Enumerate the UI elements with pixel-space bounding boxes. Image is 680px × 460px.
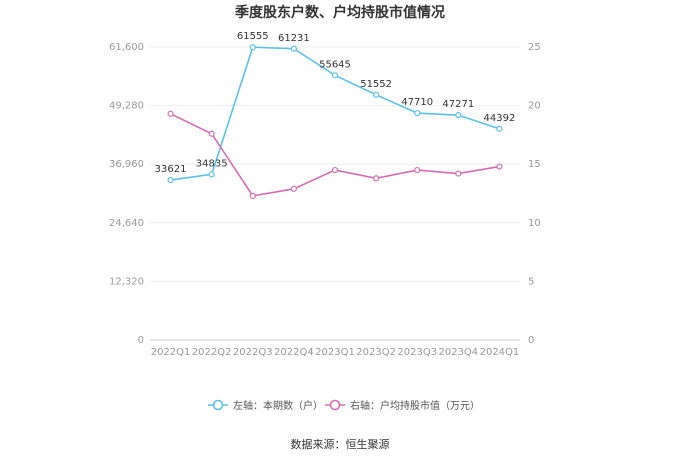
right-tick-label: 20 xyxy=(528,101,541,112)
data-label: 47710 xyxy=(401,97,433,108)
data-point xyxy=(331,166,339,174)
left-tick-label: 24,640 xyxy=(109,218,144,229)
data-point xyxy=(167,110,174,117)
data-label: 34835 xyxy=(196,158,228,169)
source-note: 数据来源：恒生聚源 xyxy=(290,438,390,451)
data-point xyxy=(290,45,297,52)
data-point xyxy=(290,185,297,192)
data-label: 47271 xyxy=(442,99,474,110)
data-point xyxy=(249,44,256,51)
right-tick-label: 0 xyxy=(528,335,534,346)
x-tick-label: 2024Q1 xyxy=(480,347,520,358)
left-tick-label: 49,280 xyxy=(109,101,144,112)
series-layer: 33621 34835 61555 61231 55645 51552 47710 47271… xyxy=(155,31,516,199)
chart-title: 季度股东户数、户均持股市值情况 xyxy=(235,5,445,21)
x-tick-label: 2022Q4 xyxy=(274,347,314,358)
x-tick-label: 2023Q1 xyxy=(315,347,355,358)
data-label: 51552 xyxy=(360,79,392,90)
x-tick-label: 2022Q1 xyxy=(151,347,191,358)
data-point xyxy=(167,176,174,184)
left-tick-label: 0 xyxy=(138,335,144,346)
legend-marker xyxy=(329,399,341,411)
left-axis: 0 12,320 24,640 36,960 49,280 61,600 xyxy=(109,42,144,346)
data-label: 61555 xyxy=(237,31,269,42)
legend-label: 左轴：本期数（户） xyxy=(233,399,323,412)
data-label: 44392 xyxy=(484,113,516,124)
right-tick-label: 10 xyxy=(528,218,541,229)
series-line-2 xyxy=(170,113,500,197)
data-label: 61231 xyxy=(278,33,310,44)
data-point xyxy=(455,112,462,119)
data-point xyxy=(455,170,462,177)
legend-item-1[interactable]: 左轴：本期数（户） xyxy=(208,399,323,412)
x-tick-label: 2023Q2 xyxy=(356,347,396,358)
x-tick-label: 2023Q3 xyxy=(397,347,437,358)
data-point xyxy=(496,163,503,170)
legend[interactable]: 左轴：本期数（户） 右轴：户均持股市值（万元） xyxy=(208,399,480,412)
left-tick-label: 36,960 xyxy=(109,159,144,170)
data-point xyxy=(414,109,421,117)
data-point xyxy=(373,91,380,98)
data-point xyxy=(208,130,215,137)
data-point xyxy=(208,171,215,178)
data-point xyxy=(414,166,421,174)
left-tick-label: 12,320 xyxy=(109,276,144,287)
data-point xyxy=(496,125,503,132)
left-tick-label: 61,600 xyxy=(109,42,144,53)
data-point xyxy=(331,72,339,79)
grid-lines xyxy=(150,46,520,341)
right-tick-label: 15 xyxy=(528,159,541,170)
legend-marker xyxy=(212,399,224,411)
x-axis: 2022Q1 2022Q2 2022Q3 2022Q4 2023Q1 2023Q2 2023… xyxy=(151,347,520,358)
legend-label: 右轴：户均持股市值（万元） xyxy=(350,399,480,412)
data-point xyxy=(249,192,256,199)
x-tick-label: 2022Q3 xyxy=(233,347,273,358)
data-label: 55645 xyxy=(319,59,351,70)
right-tick-label: 25 xyxy=(528,42,541,53)
data-point xyxy=(373,175,380,182)
data-label: 33621 xyxy=(155,164,187,175)
legend-item-2[interactable]: 右轴：户均持股市值（万元） xyxy=(325,399,480,412)
x-tick-label: 2023Q4 xyxy=(438,347,478,358)
right-axis: 0 5 10 15 20 25 xyxy=(528,42,541,346)
x-tick-label: 2022Q2 xyxy=(192,347,232,358)
right-tick-label: 5 xyxy=(528,276,534,287)
